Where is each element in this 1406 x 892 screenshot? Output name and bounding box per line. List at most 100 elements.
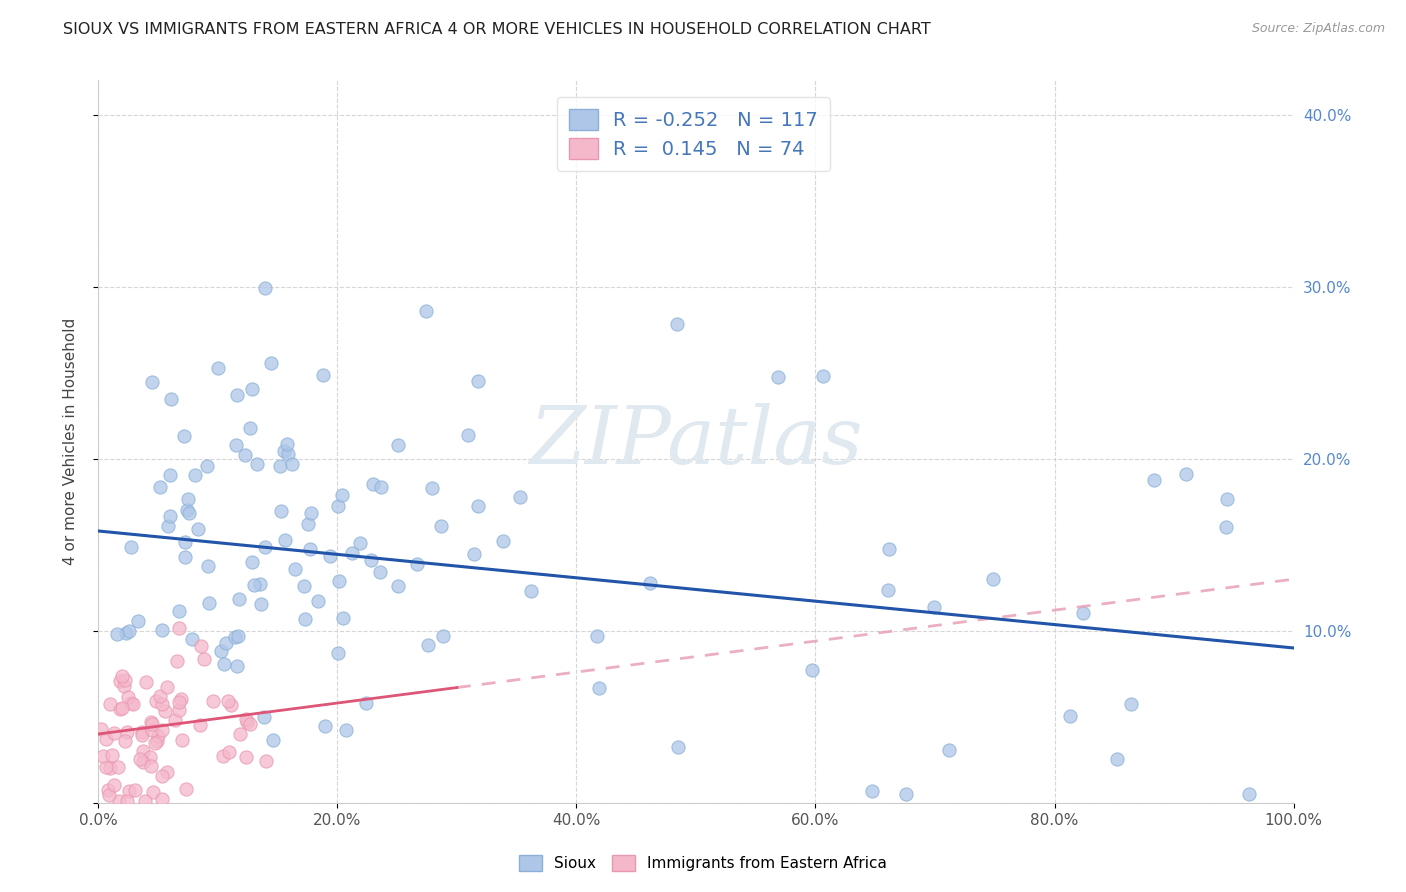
Point bbox=[108, 674, 131, 689]
Point bbox=[153, 704, 176, 718]
Point bbox=[167, 695, 190, 709]
Point bbox=[202, 694, 225, 708]
Point bbox=[114, 673, 136, 687]
Point bbox=[98, 762, 121, 776]
Point bbox=[226, 388, 249, 402]
Point bbox=[96, 731, 118, 746]
Point bbox=[238, 717, 260, 731]
Point bbox=[122, 697, 145, 711]
Point bbox=[405, 557, 427, 571]
Point bbox=[259, 356, 281, 370]
Point bbox=[131, 724, 153, 739]
Point bbox=[181, 632, 204, 646]
Point bbox=[860, 784, 883, 798]
Point bbox=[193, 652, 215, 666]
Point bbox=[876, 583, 898, 598]
Point bbox=[176, 503, 198, 517]
Point bbox=[463, 547, 485, 561]
Point bbox=[519, 584, 541, 599]
Point bbox=[273, 444, 295, 458]
Point bbox=[800, 663, 823, 677]
Point bbox=[177, 491, 200, 506]
Point bbox=[103, 725, 125, 739]
Point bbox=[297, 516, 319, 531]
Point bbox=[1216, 492, 1239, 507]
Point bbox=[235, 712, 257, 726]
Point bbox=[332, 611, 354, 625]
Point bbox=[132, 755, 155, 769]
Point bbox=[170, 691, 193, 706]
Point bbox=[269, 458, 291, 473]
Point bbox=[219, 698, 242, 712]
Point bbox=[148, 480, 170, 494]
Point bbox=[127, 615, 149, 629]
Point bbox=[187, 522, 209, 536]
Point bbox=[235, 749, 257, 764]
Point bbox=[326, 499, 349, 513]
Point bbox=[922, 600, 945, 615]
Point bbox=[813, 369, 835, 384]
Point bbox=[284, 562, 307, 576]
Point bbox=[101, 748, 124, 763]
Point bbox=[281, 457, 304, 471]
Point bbox=[197, 559, 219, 574]
Point bbox=[335, 723, 357, 737]
Point bbox=[114, 626, 136, 640]
Point bbox=[141, 723, 163, 737]
Point bbox=[94, 760, 117, 774]
Point bbox=[98, 788, 121, 802]
Point bbox=[167, 703, 190, 717]
Point bbox=[249, 577, 271, 591]
Point bbox=[134, 794, 156, 808]
Point bbox=[212, 657, 235, 671]
Text: SIOUX VS IMMIGRANTS FROM EASTERN AFRICA 4 OR MORE VEHICLES IN HOUSEHOLD CORRELAT: SIOUX VS IMMIGRANTS FROM EASTERN AFRICA … bbox=[63, 22, 931, 37]
Point bbox=[1119, 697, 1142, 711]
Point bbox=[415, 304, 437, 318]
Text: ZIPatlas: ZIPatlas bbox=[529, 403, 863, 480]
Point bbox=[370, 566, 392, 580]
Point bbox=[312, 368, 335, 383]
Point bbox=[165, 713, 187, 727]
Point bbox=[342, 546, 364, 560]
Point bbox=[174, 782, 197, 797]
Point bbox=[330, 488, 353, 502]
Point bbox=[112, 679, 135, 693]
Point bbox=[169, 621, 191, 635]
Point bbox=[190, 639, 212, 653]
Point bbox=[139, 750, 162, 764]
Point bbox=[1239, 787, 1261, 801]
Point bbox=[207, 360, 229, 375]
Point bbox=[491, 534, 513, 549]
Point bbox=[229, 727, 252, 741]
Point bbox=[114, 733, 136, 747]
Point bbox=[198, 596, 221, 610]
Point bbox=[319, 549, 342, 563]
Point bbox=[111, 669, 134, 683]
Point bbox=[111, 701, 134, 715]
Point bbox=[184, 467, 207, 482]
Point bbox=[217, 693, 239, 707]
Point bbox=[103, 778, 125, 792]
Point bbox=[326, 647, 349, 661]
Point bbox=[246, 458, 269, 472]
Point bbox=[301, 506, 323, 520]
Point bbox=[457, 428, 479, 442]
Point bbox=[370, 480, 392, 494]
Point bbox=[314, 719, 336, 733]
Point bbox=[432, 629, 454, 643]
Point bbox=[307, 593, 329, 607]
Point bbox=[361, 477, 384, 491]
Point bbox=[242, 578, 264, 592]
Point bbox=[1071, 606, 1094, 620]
Point bbox=[509, 490, 531, 504]
Point bbox=[188, 718, 211, 732]
Point bbox=[152, 723, 174, 737]
Point bbox=[120, 540, 142, 554]
Point bbox=[387, 438, 409, 452]
Point bbox=[135, 674, 157, 689]
Point bbox=[1175, 467, 1198, 482]
Point bbox=[1143, 474, 1166, 488]
Point bbox=[253, 709, 276, 723]
Point bbox=[233, 449, 256, 463]
Point bbox=[150, 697, 173, 711]
